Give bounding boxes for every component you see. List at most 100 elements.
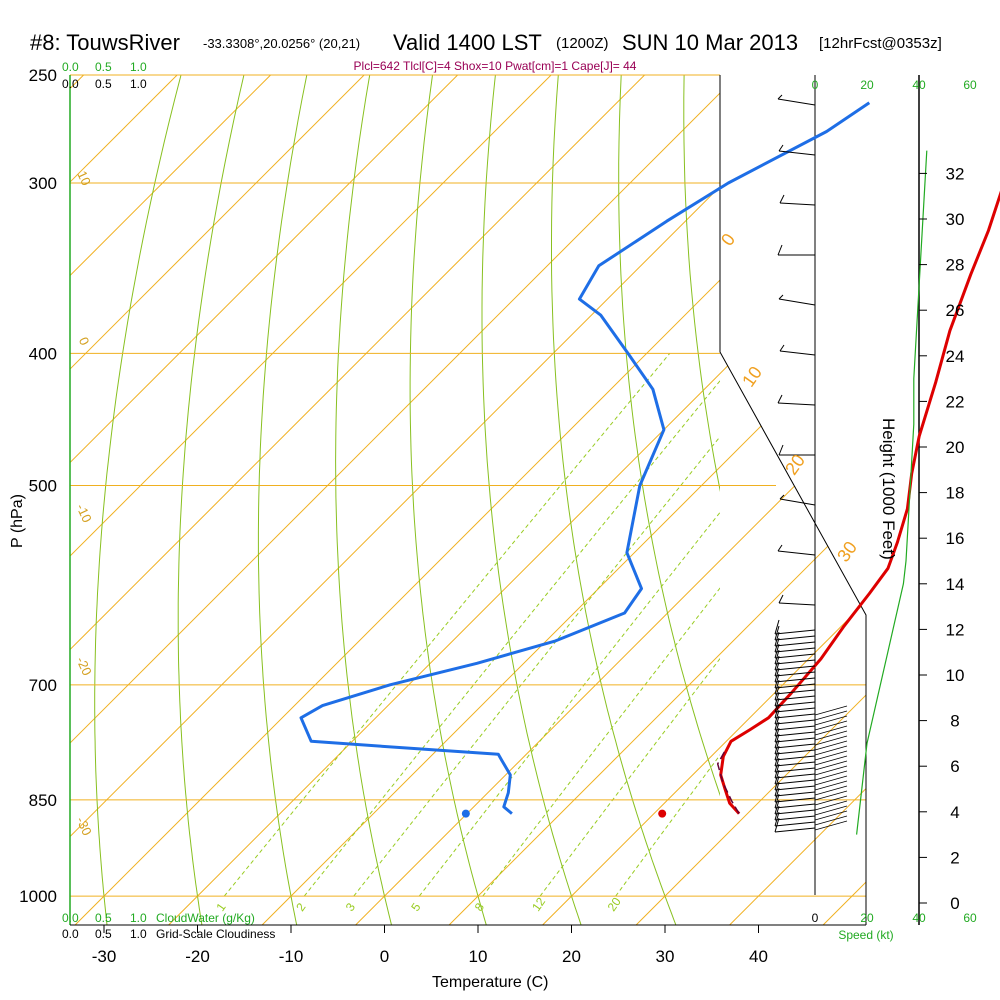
chart-title-station: #8: TouwsRiver [30, 30, 180, 55]
wind-speed-line [856, 150, 928, 835]
x-tick-label: 0 [380, 947, 389, 966]
wind-barb-stem [774, 695, 816, 701]
mixing-ratio-line [615, 754, 720, 897]
wind-barb-feather [774, 679, 780, 695]
x-tick-label: 20 [562, 947, 581, 966]
wind-barb-feather [814, 720, 848, 731]
wind-barb-stem [779, 350, 816, 356]
wind-barb-feather [774, 799, 780, 815]
bottom-black-label-1: 0.5 [95, 927, 112, 941]
wind-barb-feather [814, 820, 848, 831]
wind-barb-feather [814, 800, 848, 811]
chart-title-forecast: [12hrFcst@0353z] [819, 35, 942, 52]
wind-barb-feather [774, 697, 780, 713]
isotherm-line [70, 75, 365, 925]
speed-top-label-0: 0 [812, 78, 819, 92]
wind-barb-feather [778, 444, 784, 456]
wind-barb-feather [778, 594, 784, 604]
wind-barb-feather [814, 710, 848, 721]
pressure-tick-label: 1000 [19, 887, 57, 906]
speed-bottom-label-0: 0 [812, 911, 819, 925]
wind-barb-feather [774, 733, 780, 749]
wind-barb-feather [814, 760, 848, 771]
chart-title-zulu: (1200Z) [556, 35, 609, 52]
isotherm-label: -10 [73, 501, 95, 524]
wind-barb-feather [814, 775, 848, 786]
isotherm-line [448, 75, 866, 925]
isotherm-label: -30 [73, 814, 95, 837]
isotherm-line [168, 75, 866, 925]
isotherm-label: 10 [738, 363, 766, 391]
wind-barb-stem [774, 653, 816, 659]
isotherm-label: 10 [74, 168, 94, 187]
height-tick-label: 28 [946, 256, 965, 275]
wind-barb-feather [774, 643, 780, 659]
mixing-ratio-label: 3 [343, 900, 358, 914]
cloudwater-label: CloudWater (g/Kg) [156, 911, 255, 925]
wind-barb-stem [774, 713, 816, 719]
isotherm-line [542, 75, 866, 925]
wind-barb-stem [774, 797, 816, 803]
mixing-ratio-line [223, 353, 671, 897]
wind-barb-stem [774, 677, 816, 683]
wind-barb-feather [774, 685, 780, 701]
chart-title-date: SUN 10 Mar 2013 [622, 30, 798, 55]
wind-barb-feather [777, 394, 783, 404]
dry-adiabat-line [551, 75, 677, 925]
sounding-series [299, 101, 1000, 835]
pressure-tick-label: 500 [29, 477, 57, 496]
wind-barb-stem [774, 719, 816, 725]
top-black-label-0: 0.0 [62, 77, 79, 91]
wind-barb-feather [774, 763, 780, 779]
height-tick-label: 8 [950, 712, 959, 731]
pressure-tick-label: 250 [29, 66, 57, 85]
wind-barb-stem [774, 725, 816, 731]
wind-barb-stem [779, 202, 816, 206]
height-axis-title: Height (1000 Feet) [879, 418, 898, 560]
wind-barb-stem [774, 629, 816, 635]
wind-barb-feather [814, 740, 848, 751]
wind-barb-stem [777, 402, 816, 406]
isotherm-line [70, 75, 645, 925]
wind-barb-feather [777, 544, 783, 552]
wind-barb-feather [774, 781, 780, 797]
wind-barb-stem [774, 803, 816, 809]
axis-ticks: 1 2 3 5 8 12 20-30 -20 -10 0 10 20 30 400246810121416… [73, 164, 964, 966]
pressure-tick-label: 850 [29, 791, 57, 810]
wind-barb-feather [774, 793, 780, 809]
height-tick-label: 12 [946, 620, 965, 639]
isotherm-line [70, 75, 739, 925]
height-tick-label: 4 [950, 803, 959, 822]
wind-barb-stem [774, 779, 816, 785]
wind-barb-stem [774, 767, 816, 773]
wind-barb-stem [778, 298, 816, 306]
chart-title-coords: -33.3308°,20.0256° (20,21) [203, 36, 360, 51]
wind-barb-stem [774, 773, 816, 779]
wind-barb-feather [774, 715, 780, 731]
wind-barb-feather [814, 735, 848, 746]
height-tick-label: 16 [946, 529, 965, 548]
skew-boundary-line [719, 75, 867, 925]
wind-barb-feather [814, 790, 848, 801]
wind-barb-feather [774, 619, 780, 635]
dry-adiabat-line [257, 75, 308, 925]
wind-barb-feather [814, 770, 848, 781]
isotherm-label: -20 [73, 654, 95, 677]
wind-barb-feather [774, 673, 780, 689]
top-green-label-2: 1.0 [130, 60, 147, 74]
wind-barb-feather [779, 494, 785, 500]
wind-barbs [774, 94, 848, 833]
height-tick-label: 14 [946, 575, 965, 594]
wind-barb-stem [774, 827, 816, 833]
pressure-tick-label: 400 [29, 344, 57, 363]
cloudiness-label: Grid-Scale Cloudiness [156, 927, 275, 941]
wind-barb-feather [777, 94, 783, 100]
isotherm-line [70, 75, 271, 925]
mixing-ratio-label: 20 [605, 895, 624, 914]
wind-barb-stem [774, 689, 816, 695]
dry-adiabat-line [810, 75, 1000, 925]
isotherm-line [261, 75, 866, 925]
height-tick-label: 22 [946, 392, 965, 411]
wind-barb-feather [774, 727, 780, 743]
